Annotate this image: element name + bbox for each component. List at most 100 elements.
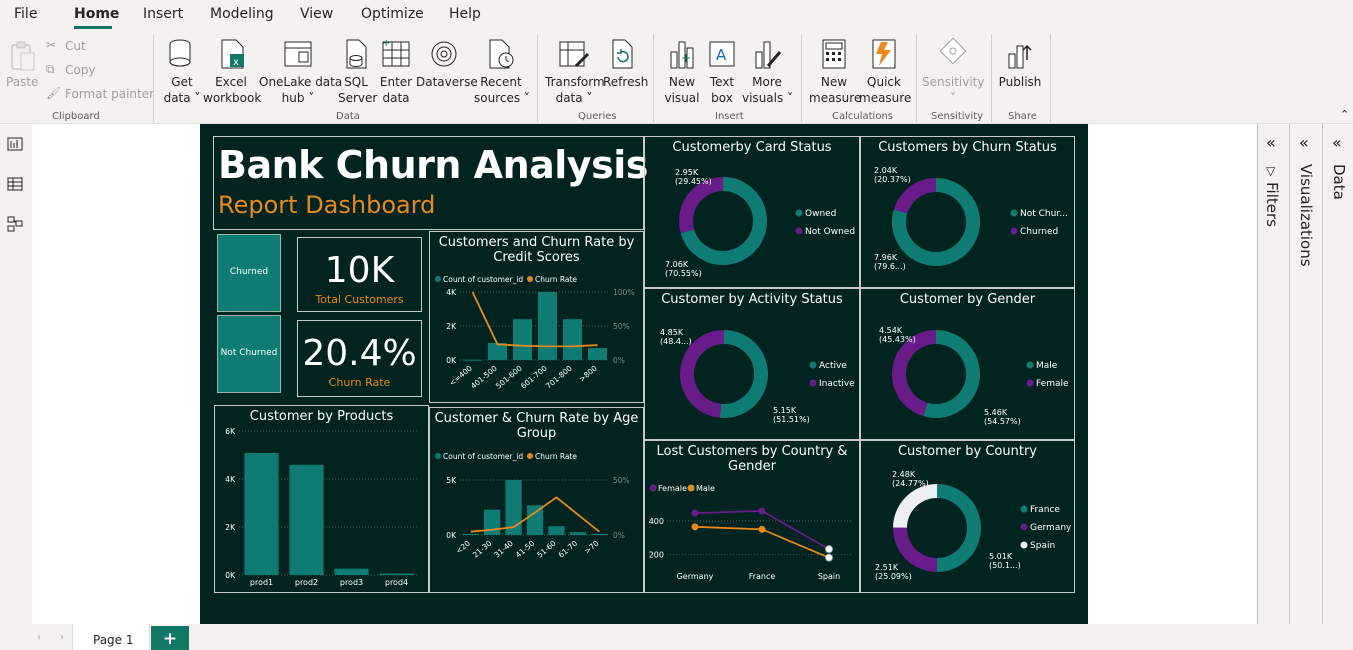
data-label: (20.37%) [874, 175, 911, 184]
recent-sources-button[interactable]: Recent sources ˅ [474, 38, 530, 108]
dataverse-button[interactable]: Dataverse [416, 38, 478, 108]
cut-button[interactable]: ✂ Cut [46, 38, 116, 56]
collapse-data-icon[interactable]: « [1332, 133, 1342, 152]
credit-score-chart[interactable]: Customers and Churn Rate by Credit Score… [429, 231, 644, 403]
x-tick: 41-50 [514, 538, 537, 559]
churned-slicer-button[interactable]: Churned [217, 234, 281, 312]
refresh-button[interactable]: Refresh [603, 38, 648, 108]
copy-icon: ⧉ [46, 62, 55, 76]
format-painter-button[interactable]: 🖌 Format painter [46, 86, 154, 104]
churn-rate-line [471, 291, 598, 348]
card-status-chart[interactable]: Customerby Card Status 7.06K (70.55%) 2.95… [644, 136, 860, 288]
excel-icon: x [221, 39, 244, 69]
data-label: (48.4...) [660, 337, 692, 346]
quick-measure-button[interactable]: Quick measure [859, 38, 911, 108]
legend-dot [809, 361, 817, 369]
add-page-button[interactable]: + [151, 626, 189, 650]
lost-customers-chart[interactable]: Lost Customers by Country & Gender Femal… [644, 440, 860, 593]
scissors-icon: ✂ [46, 38, 57, 52]
active-tab-underline [74, 26, 112, 29]
legend-dot [809, 379, 817, 387]
menu-home[interactable]: Home [74, 6, 120, 22]
menu-optimize[interactable]: Optimize [361, 6, 424, 22]
data-label: (24.77%) [892, 479, 929, 488]
bar-chart-icon: + [670, 41, 694, 69]
not-churned-slicer-button[interactable]: Not Churned [217, 315, 281, 393]
excel-workbook-button[interactable]: x Excel workbook [203, 38, 261, 108]
enter-label-2: data [382, 91, 410, 105]
new-visual-button[interactable]: + New visual [662, 38, 702, 108]
new-measure-button[interactable]: New measure [809, 38, 861, 108]
next-page-icon[interactable]: › [60, 632, 64, 643]
data-label: (79.6...) [874, 262, 906, 271]
visualizations-pane-tab[interactable]: Visualizations [1297, 164, 1315, 267]
bar [488, 343, 507, 360]
gender-chart[interactable]: Customer by Gender 5.46K (54.57%) 4.54K (45… [860, 288, 1075, 440]
transform-data-button[interactable]: Transform data ˅ [545, 38, 605, 108]
legend-dot [1010, 227, 1018, 235]
onelake-data-hub-button[interactable]: OneLake data hub ˅ [259, 38, 342, 108]
legend-label: Male [1036, 361, 1058, 371]
svg-text:+: + [681, 51, 691, 65]
donut-slice [679, 177, 724, 234]
enter-label-1: Enter [379, 75, 413, 89]
total-customers-card: 10K Total Customers [297, 237, 422, 312]
legend-label: Not Chur... [1020, 209, 1068, 219]
transform-icon [559, 41, 590, 68]
churn-status-chart[interactable]: Customers by Churn Status 7.96K (79.6...)… [860, 136, 1075, 288]
publish-button[interactable]: Publish [997, 38, 1043, 108]
paste-button[interactable]: Paste [6, 38, 38, 90]
menu-view[interactable]: View [300, 6, 334, 22]
more-visuals-button[interactable]: More visuals ˅ [742, 38, 794, 108]
legend-dot [435, 276, 441, 282]
model-view-icon[interactable] [7, 216, 23, 232]
left-rail [0, 124, 32, 624]
sensitivity-icon [939, 38, 967, 65]
collapse-visualizations-icon[interactable]: « [1299, 133, 1309, 152]
text-box-button[interactable]: A Text box [704, 38, 740, 108]
dashboard-title: Bank Churn Analysis [218, 143, 648, 187]
collapse-filters-icon[interactable]: « [1266, 133, 1276, 152]
not-churned-label: Not Churned [220, 348, 278, 358]
more-visuals-label-2: visuals ˅ [742, 91, 794, 105]
enter-data-button[interactable]: + Enter data [378, 38, 414, 108]
data-label: 7.96K [874, 253, 898, 262]
menu-help[interactable]: Help [449, 6, 481, 22]
menu-modeling[interactable]: Modeling [210, 6, 274, 22]
divider [916, 34, 917, 122]
report-view-icon[interactable] [7, 137, 23, 151]
bar [538, 292, 557, 360]
y2-tick: 100% [613, 288, 634, 297]
legend-dot [649, 484, 657, 492]
legend-dot [1026, 361, 1034, 369]
page-tab-page1[interactable]: Page 1 [72, 624, 150, 650]
donut-slice [680, 177, 767, 265]
copy-button[interactable]: ⧉ Copy [46, 62, 116, 80]
data-pane-tab[interactable]: Data [1330, 164, 1348, 200]
onelake-label-2: hub ˅ [281, 91, 315, 105]
y-tick: 200 [649, 550, 664, 559]
divider [1322, 124, 1323, 624]
menu-file[interactable]: File [14, 6, 38, 22]
age-group-chart[interactable]: Customer & Churn Rate by Age Group Count… [429, 407, 644, 593]
x-tick: 501-600 [494, 363, 524, 390]
sql-server-button[interactable]: SQL Server [338, 38, 377, 108]
country-chart[interactable]: Customer by Country 5.01K (50.1...) 2.51K(… [860, 440, 1075, 593]
bar [334, 568, 369, 575]
divider [537, 34, 538, 122]
paste-label: Paste [6, 75, 39, 89]
legend-label: Inactive [819, 379, 855, 389]
legend-dot [435, 453, 441, 459]
data-group-label: Data [336, 111, 360, 122]
sensitivity-button[interactable]: Sensitivity ˅ [922, 38, 984, 108]
menu-insert[interactable]: Insert [143, 6, 184, 22]
products-chart[interactable]: Customer by Products 0K 2K 4K 6K prod1 prod2 p… [214, 405, 429, 593]
activity-status-chart[interactable]: Customer by Activity Status 5.15K (51.51%… [644, 288, 860, 440]
collapse-ribbon-icon[interactable]: ⌃ [1340, 108, 1350, 121]
get-data-button[interactable]: Get data ˅ [160, 38, 204, 108]
y2-tick: 0% [613, 531, 625, 540]
database-icon [169, 39, 191, 67]
divider [1050, 34, 1051, 122]
prev-page-icon[interactable]: ‹ [37, 632, 41, 643]
table-view-icon[interactable] [7, 177, 23, 191]
